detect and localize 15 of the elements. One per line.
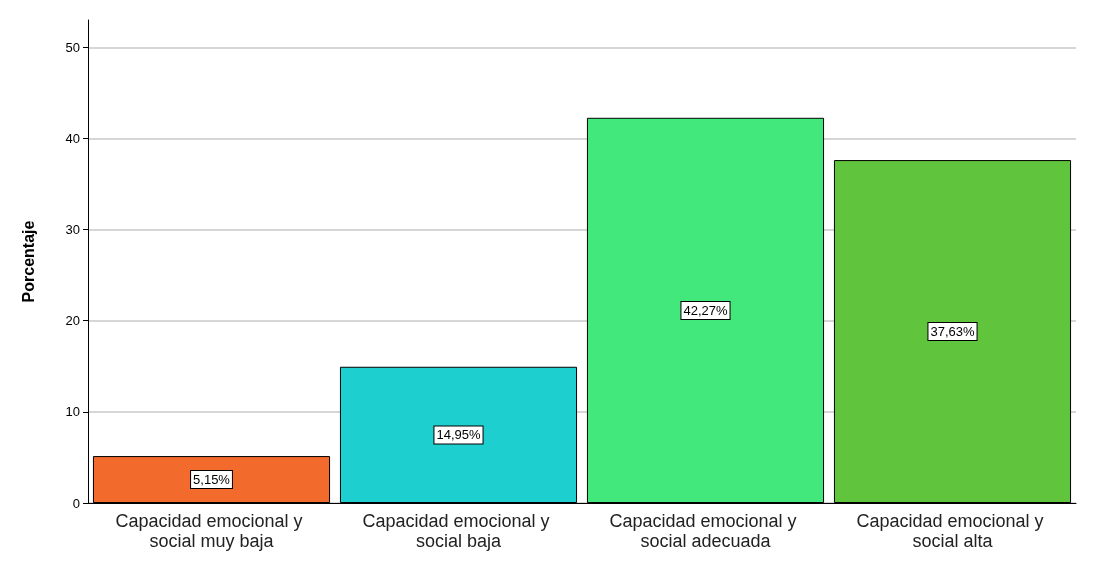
y-tick-label: 10 [65,404,80,420]
y-tick-label: 50 [65,39,80,55]
x-tick-label: Capacidad emocional y social muy baja [115,511,308,551]
y-tick-label: 20 [65,313,80,329]
x-tick-label: Capacidad emocional y social baja [362,511,555,551]
x-tick-label: Capacidad emocional y social adecuada [609,511,802,551]
y-tick-label: 40 [65,130,80,146]
y-tick-label: 0 [72,495,80,511]
y-tick-label: 30 [65,222,80,238]
data-label: 14,95% [436,427,481,443]
x-tick-label: Capacidad emocional y social alta [856,511,1049,551]
data-label: 37,63% [930,324,975,340]
y-axis-title: Porcentaje [19,220,37,303]
data-label: 5,15% [193,472,231,488]
data-label: 42,27% [683,302,728,318]
